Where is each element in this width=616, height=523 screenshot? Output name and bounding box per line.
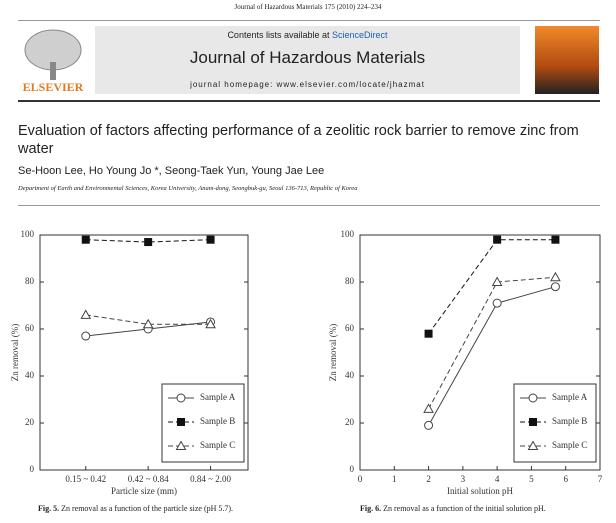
marker xyxy=(550,282,560,292)
x-axis-label: Particle size (mm) xyxy=(111,486,177,496)
legend-box xyxy=(513,383,597,463)
x-tick-label: 2 xyxy=(426,474,431,484)
sciencedirect-link[interactable]: ScienceDirect xyxy=(332,30,388,40)
x-tick-label: 3 xyxy=(461,474,466,484)
publisher-logo: ELSEVIER xyxy=(18,26,88,94)
article-authors: Se-Hoon Lee, Ho Young Jo *, Seong-Taek Y… xyxy=(18,165,325,177)
marker xyxy=(550,271,561,282)
marker xyxy=(528,393,538,403)
y-tick-label: 0 xyxy=(350,464,355,474)
marker xyxy=(177,418,185,426)
x-axis-label: Initial solution pH xyxy=(447,486,513,496)
figure-label: Fig. 6. xyxy=(360,504,382,513)
figure-caption: Fig. 6. Zn removal as a function of the … xyxy=(360,504,546,513)
article-title: Evaluation of factors affecting performa… xyxy=(18,123,579,157)
x-tick-label: 0.84 ~ 2.00 xyxy=(190,474,231,484)
journal-reference: Journal of Hazardous Materials 175 (2010… xyxy=(234,3,382,11)
x-tick-label: 6 xyxy=(563,474,568,484)
marker xyxy=(206,235,215,244)
marker xyxy=(493,235,502,244)
marker xyxy=(492,298,502,308)
rule xyxy=(18,20,600,21)
marker xyxy=(81,331,91,341)
journal-homepage: journal homepage: www.elsevier.com/locat… xyxy=(190,80,425,89)
y-tick-label: 60 xyxy=(25,323,35,333)
journal-cover xyxy=(535,26,599,94)
marker xyxy=(529,418,537,426)
rule xyxy=(18,100,600,102)
publisher-name: ELSEVIER xyxy=(22,80,84,94)
journal-name: Journal of Hazardous Materials xyxy=(189,48,426,67)
marker xyxy=(424,329,433,338)
marker xyxy=(81,235,90,244)
y-tick-label: 20 xyxy=(345,417,355,427)
logo-tree xyxy=(24,29,82,80)
caption-text: Zn removal as a function of the particle… xyxy=(61,504,234,513)
x-tick-label: 0.42 ~ 0.84 xyxy=(128,474,169,484)
y-tick-label: 20 xyxy=(25,417,35,427)
y-tick-label: 100 xyxy=(21,229,35,239)
legend-label: Sample A xyxy=(552,392,588,402)
y-tick-label: 80 xyxy=(25,276,35,286)
marker xyxy=(423,403,434,413)
marker xyxy=(205,318,216,329)
marker xyxy=(527,440,539,450)
legend-label: Sample B xyxy=(552,416,587,426)
x-tick-label: 4 xyxy=(495,474,500,484)
tree-trunk xyxy=(50,62,56,80)
legend-label: Sample B xyxy=(200,416,235,426)
marker xyxy=(491,276,503,286)
article-affiliation: Department of Earth and Environmental Sc… xyxy=(18,185,358,192)
plot-frame xyxy=(39,234,249,471)
rule xyxy=(18,205,600,206)
legend-label: Sample C xyxy=(552,440,587,450)
contents-line: Contents lists available at ScienceDirec… xyxy=(95,30,520,40)
x-tick-label: 0 xyxy=(358,474,363,484)
plot-frame xyxy=(359,234,601,471)
series-line xyxy=(85,314,211,325)
legend-box xyxy=(161,383,245,463)
series-line xyxy=(85,239,211,243)
marker xyxy=(142,318,154,329)
marker xyxy=(144,238,153,247)
y-axis-label: Zn removal (%) xyxy=(10,324,20,381)
legend-label: Sample A xyxy=(200,392,236,402)
x-tick-label: 5 xyxy=(529,474,534,484)
series-line xyxy=(428,239,556,334)
caption-text: Zn removal as a function of the initial … xyxy=(383,504,546,513)
marker xyxy=(176,393,186,403)
legend-label: Sample C xyxy=(200,440,235,450)
x-tick-label: 0.15 ~ 0.42 xyxy=(65,474,106,484)
y-tick-label: 100 xyxy=(341,229,355,239)
x-tick-label: 1 xyxy=(392,474,397,484)
marker xyxy=(551,235,560,244)
y-axis-label: Zn removal (%) xyxy=(328,324,338,381)
y-tick-label: 40 xyxy=(25,370,35,380)
y-tick-label: 40 xyxy=(345,370,355,380)
figure-label: Fig. 5. xyxy=(38,504,60,513)
marker xyxy=(424,420,434,430)
x-tick-label: 7 xyxy=(598,474,603,484)
marker xyxy=(80,309,92,319)
y-tick-label: 60 xyxy=(345,323,355,333)
figure-caption: Fig. 5. Zn removal as a function of the … xyxy=(38,504,233,513)
journal-banner: Contents lists available at ScienceDirec… xyxy=(95,26,520,94)
y-tick-label: 0 xyxy=(30,464,35,474)
marker xyxy=(175,440,187,450)
contents-text: Contents lists available at xyxy=(227,30,330,40)
y-tick-label: 80 xyxy=(345,276,355,286)
